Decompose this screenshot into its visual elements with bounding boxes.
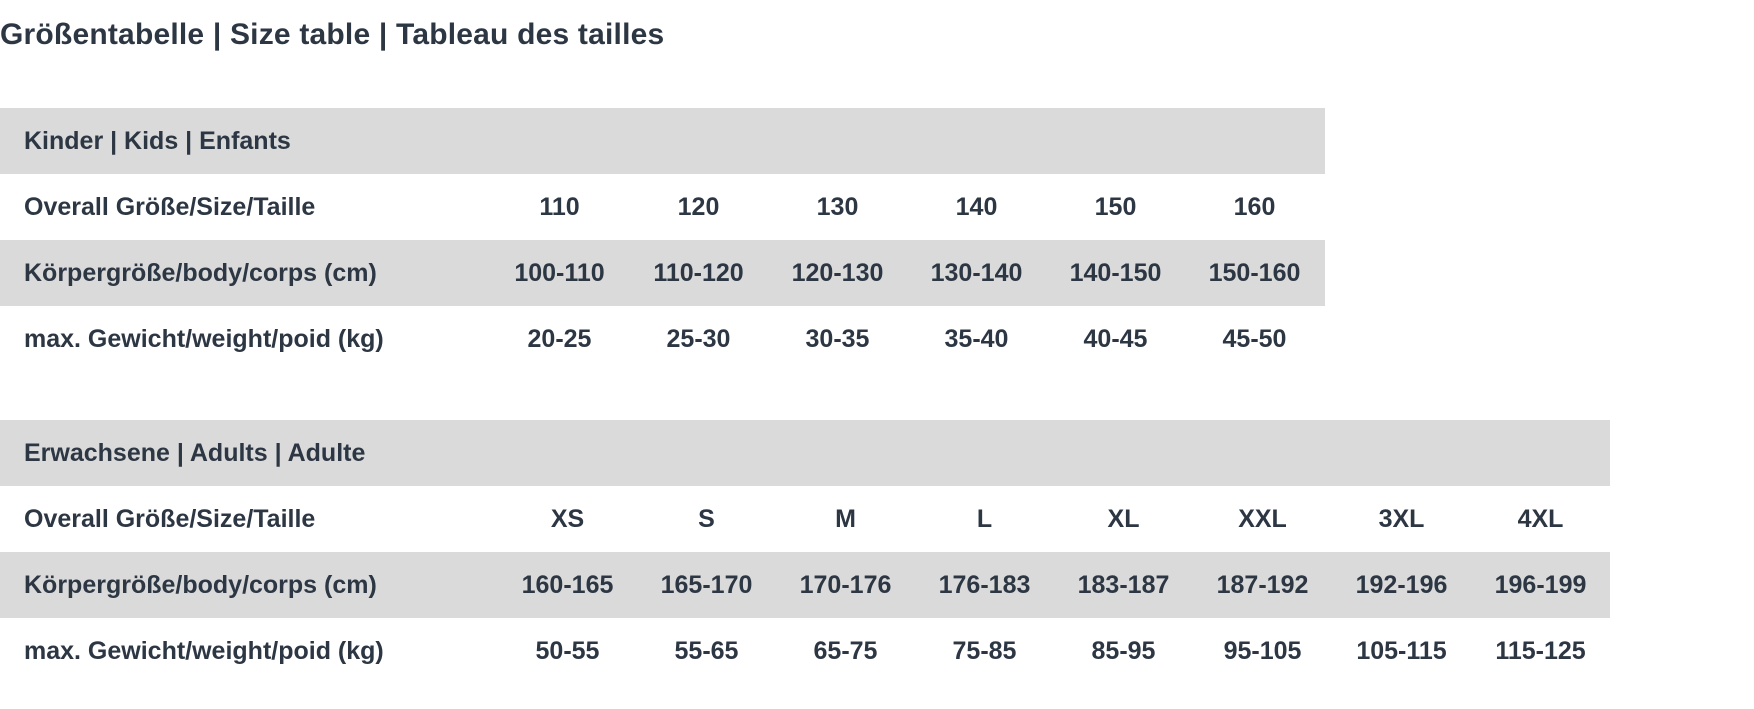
table-cell: 3XL <box>1378 504 1425 533</box>
table-row: Körpergröße/body/corps (cm) 100-110 110-12… <box>0 240 1325 306</box>
table-row: Overall Größe/Size/Taille XS S M L XL XXL 3XL 4X… <box>0 486 1610 552</box>
row-label: max. Gewicht/weight/poid (kg) <box>24 636 384 665</box>
table-cell: 187-192 <box>1216 570 1309 599</box>
table-cell: 120 <box>677 192 720 221</box>
table-cell: XL <box>1107 504 1140 533</box>
table-cell: 176-183 <box>938 570 1031 599</box>
kids-size-table: Kinder | Kids | Enfants Overall Größe/Si… <box>0 108 1325 372</box>
row-label: Körpergröße/body/corps (cm) <box>24 570 377 599</box>
table-cell: 120-130 <box>791 258 884 287</box>
table-row: max. Gewicht/weight/poid (kg) 50-55 55-65 6… <box>0 618 1610 684</box>
table-cell: 130 <box>816 192 859 221</box>
table-cell: L <box>976 504 993 533</box>
table-cell: 130-140 <box>930 258 1023 287</box>
table-cell: 100-110 <box>514 258 605 287</box>
table-cell: 196-199 <box>1494 570 1587 599</box>
table-cell: 105-115 <box>1356 636 1447 665</box>
row-label: max. Gewicht/weight/poid (kg) <box>24 324 384 353</box>
adults-size-table: Erwachsene | Adults | Adulte Overall Grö… <box>0 420 1610 684</box>
section-header: Erwachsene | Adults | Adulte <box>24 438 366 467</box>
table-cell: 95-105 <box>1223 636 1302 665</box>
table-cell: 55-65 <box>674 636 739 665</box>
table-cell: 170-176 <box>799 570 892 599</box>
table-header-row: Kinder | Kids | Enfants <box>0 108 1325 174</box>
table-cell: 40-45 <box>1083 324 1148 353</box>
table-cell: XS <box>550 504 585 533</box>
table-cell: 115-125 <box>1495 636 1586 665</box>
table-cell: 150-160 <box>1208 258 1301 287</box>
table-cell: 20-25 <box>527 324 592 353</box>
table-cell: 110 <box>539 192 580 221</box>
row-label: Körpergröße/body/corps (cm) <box>24 258 377 287</box>
table-cell: 110-120 <box>653 258 744 287</box>
row-label: Overall Größe/Size/Taille <box>24 504 316 533</box>
table-cell: 192-196 <box>1355 570 1448 599</box>
table-cell: 75-85 <box>952 636 1017 665</box>
table-row: max. Gewicht/weight/poid (kg) 20-25 25-30 3… <box>0 306 1325 372</box>
table-row: Körpergröße/body/corps (cm) 160-165 165-17… <box>0 552 1610 618</box>
table-cell: 25-30 <box>666 324 731 353</box>
table-cell: 140-150 <box>1069 258 1162 287</box>
table-row: Overall Größe/Size/Taille 110 120 130 140 150… <box>0 174 1325 240</box>
table-cell: 140 <box>955 192 998 221</box>
table-cell: 30-35 <box>805 324 870 353</box>
table-cell: M <box>835 504 856 533</box>
table-cell: 85-95 <box>1091 636 1156 665</box>
table-cell: 45-50 <box>1222 324 1287 353</box>
table-cell: 183-187 <box>1077 570 1170 599</box>
table-cell: 50-55 <box>535 636 600 665</box>
row-label: Overall Größe/Size/Taille <box>24 192 316 221</box>
table-cell: S <box>698 504 715 533</box>
table-cell: 160 <box>1233 192 1276 221</box>
table-cell: 160-165 <box>521 570 614 599</box>
table-cell: 35-40 <box>944 324 1009 353</box>
page-title: Größentabelle | Size table | Tableau des… <box>0 18 665 51</box>
table-header-row: Erwachsene | Adults | Adulte <box>0 420 1610 486</box>
table-cell: 165-170 <box>660 570 753 599</box>
table-cell: 4XL <box>1517 504 1564 533</box>
table-cell: 65-75 <box>813 636 878 665</box>
table-cell: 150 <box>1094 192 1137 221</box>
table-cell: XXL <box>1238 504 1287 533</box>
section-header: Kinder | Kids | Enfants <box>24 126 291 155</box>
